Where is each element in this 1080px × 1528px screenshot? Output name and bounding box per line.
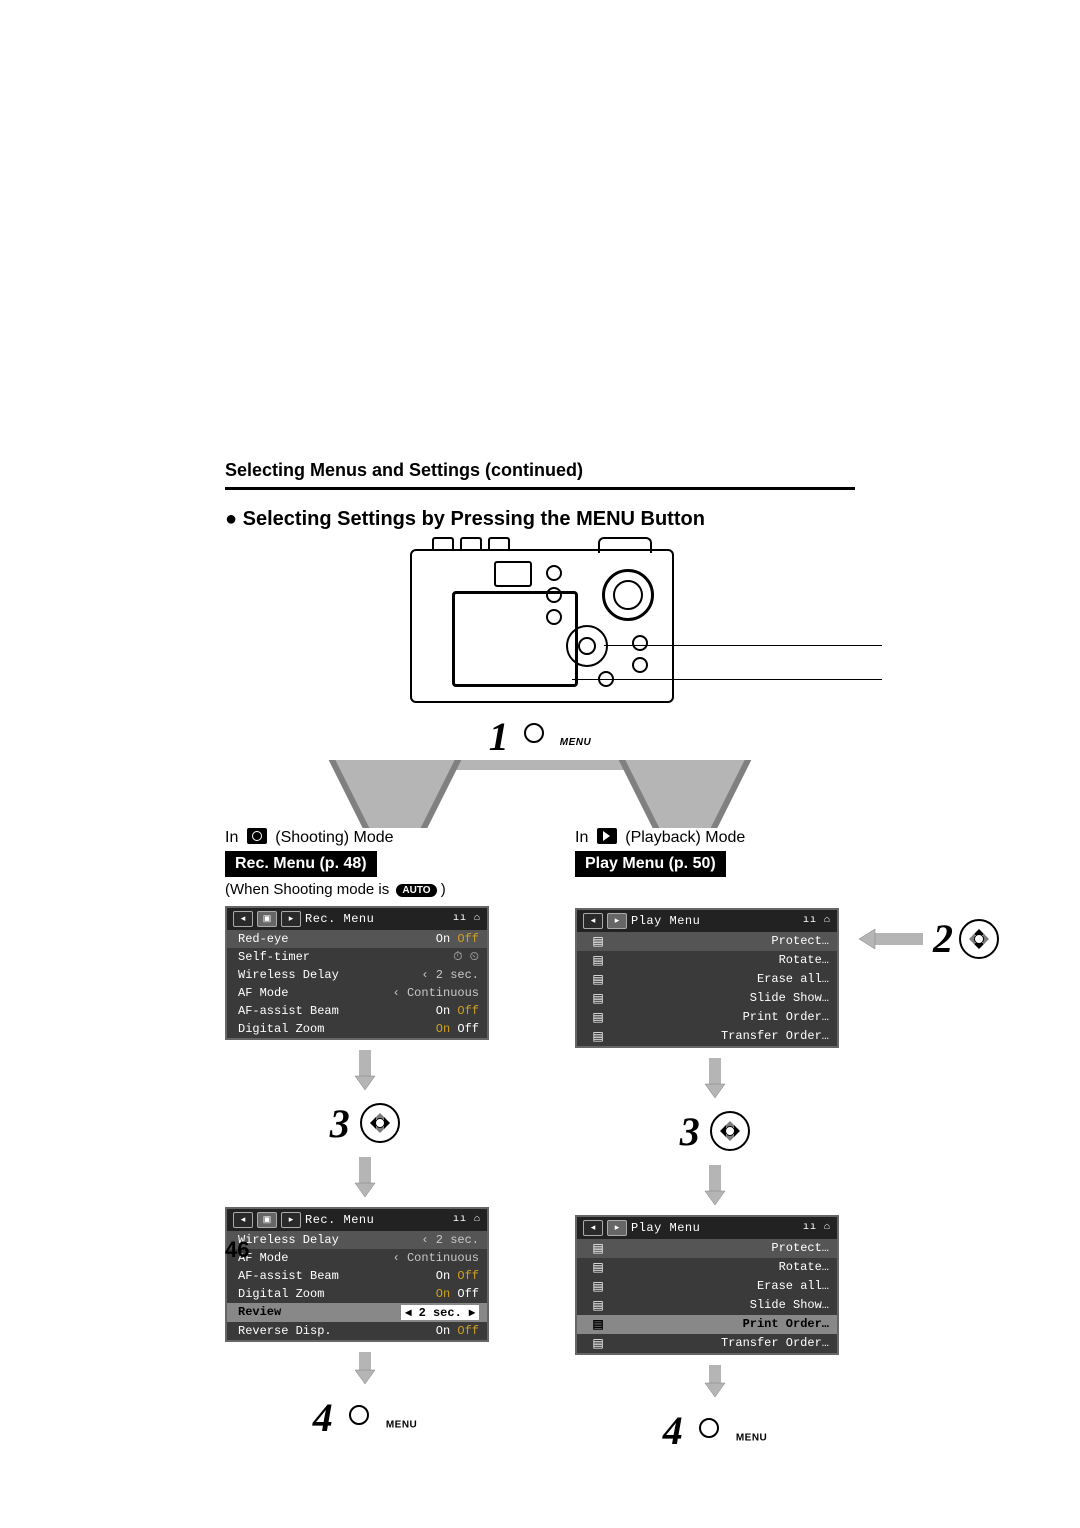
section-heading: ● Selecting Settings by Pressing the MEN… [225,508,855,531]
step-3-right: 3 [575,1108,855,1155]
step-1-label: 1 MENU [410,711,670,760]
content-area: Selecting Menus and Settings (continued)… [225,460,855,1454]
play-menu-screenshot-1: ◂▸Play Menuıı ⌂▤Protect…▤Rotate…▤Erase a… [575,908,839,1048]
step-4-left: 4 MENU [225,1394,505,1441]
menu-button-circle-icon [699,1418,719,1438]
leader-line [572,679,882,680]
mode-columns: In (Shooting) Mode Rec. Menu (p. 48) (Wh… [225,828,855,1454]
menu-button-circle-icon [349,1405,369,1425]
camera-body [410,549,674,703]
down-arrow-icon [575,1163,855,1207]
auto-note: (When Shooting mode is AUTO ) [225,881,505,898]
playback-mode-label: In (Playback) Mode [575,828,855,847]
leader-line [604,645,882,646]
dpad-left-right-icon [710,1111,750,1151]
auto-badge-icon: AUTO [396,884,436,897]
page-number: 46 [225,1237,249,1263]
play-mode-icon [597,828,617,844]
camera-mode-icon [247,828,267,844]
down-arrow-icon [575,1363,855,1399]
down-arrow-icon [575,1056,855,1100]
header-rule [225,487,855,490]
left-arrow-icon [855,927,925,951]
shooting-column: In (Shooting) Mode Rec. Menu (p. 48) (Wh… [225,828,505,1454]
step-3-left: 3 [225,1100,505,1147]
menu-button-circle-icon [524,723,544,743]
step-4-right: 4 MENU [575,1407,855,1454]
shooting-mode-label: In (Shooting) Mode [225,828,505,847]
camera-diagram: 1 MENU [410,549,670,760]
step-2-callout: 2 [855,915,1080,962]
play-menu-screenshot-2: ◂▸Play Menuıı ⌂▤Protect…▤Rotate…▤Erase a… [575,1215,839,1355]
dpad-up-down-icon [959,919,999,959]
down-arrow-icon [225,1048,505,1092]
playback-column: In (Playback) Mode Play Menu (p. 50) ◂▸P… [575,828,855,1454]
manual-page: Selecting Menus and Settings (continued)… [0,0,1080,1528]
down-arrow-icon [225,1155,505,1199]
rec-menu-screenshot-2: ◂▣▸Rec. Menuıı ⌂Wireless Delay‹ 2 sec.AF… [225,1207,489,1342]
rec-menu-pill: Rec. Menu (p. 48) [225,851,377,877]
running-header: Selecting Menus and Settings (continued) [225,460,855,481]
dpad-left-right-icon [360,1103,400,1143]
play-menu-pill: Play Menu (p. 50) [575,851,726,877]
rec-menu-screenshot-1: ◂▣▸Rec. Menuıı ⌂Red-eyeOn OffSelf-timer⏱… [225,906,489,1040]
down-arrow-icon [225,1350,505,1386]
branch-arrows [225,760,855,828]
